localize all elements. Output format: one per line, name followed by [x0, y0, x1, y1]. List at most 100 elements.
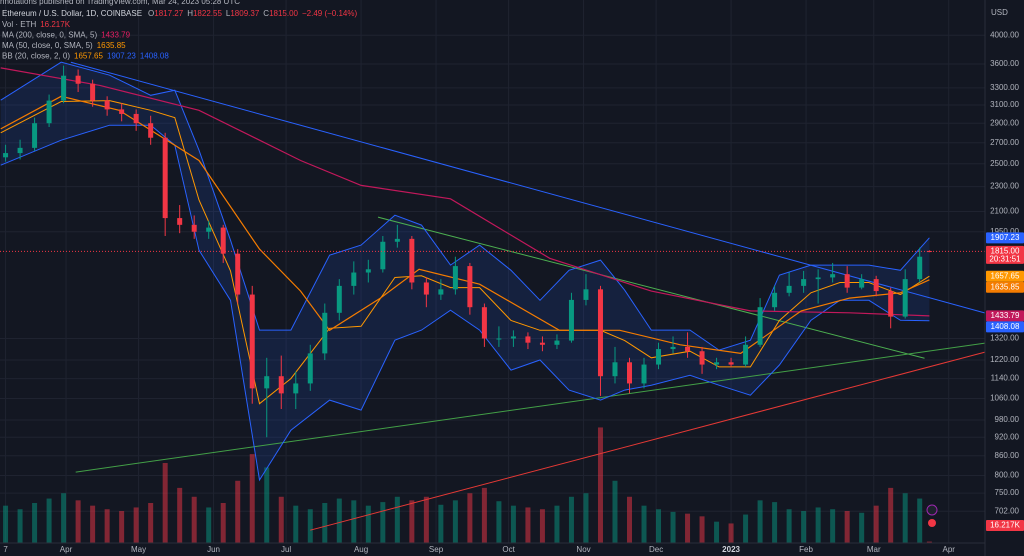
candle-body	[365, 269, 371, 273]
candle-body	[815, 277, 821, 280]
price-box	[986, 270, 1024, 282]
candle-body	[3, 153, 9, 158]
candle-body	[873, 279, 879, 292]
x-tick-label: 7	[3, 545, 8, 554]
candle-body	[699, 351, 705, 365]
candle-body	[844, 274, 850, 288]
candle-body	[801, 279, 807, 286]
event-icon[interactable]	[926, 504, 938, 516]
x-tick-label: Sep	[429, 545, 444, 554]
candle-body	[307, 353, 313, 384]
x-tick-label: 2023	[722, 545, 740, 554]
volume-bar	[641, 505, 647, 543]
candle-body	[148, 123, 154, 138]
y-tick-label: 3100.00	[990, 100, 1019, 109]
indicator-name: MA (200, close, 0, SMA, 5)	[2, 31, 97, 40]
volume-bar	[873, 505, 879, 543]
volume-bar	[206, 507, 212, 543]
volume-bar	[844, 511, 850, 543]
x-tick-label: Jun	[207, 545, 220, 554]
candle-body	[568, 299, 574, 341]
candle-body	[583, 289, 589, 300]
volume-bar	[481, 487, 487, 543]
candle-body	[293, 383, 299, 394]
y-tick-label: 2100.00	[990, 207, 1019, 216]
candle-body	[278, 376, 284, 394]
x-tick-label: Aug	[354, 545, 368, 554]
candle-body	[191, 224, 197, 232]
y-tick-label: 2500.00	[990, 159, 1019, 168]
ohlc-key: H	[187, 9, 193, 18]
candle-body	[481, 307, 487, 339]
volume-bar	[409, 500, 415, 543]
indicator-name: Vol · ETH	[2, 20, 36, 29]
volume-bar	[423, 496, 429, 543]
y-tick-label: 2900.00	[990, 118, 1019, 127]
volume-bar	[902, 493, 908, 543]
volume-bar	[46, 498, 52, 543]
x-tick-label: Apr	[60, 545, 73, 554]
candle-body	[786, 285, 792, 293]
volume-bar	[119, 511, 125, 543]
x-tick-label: Jul	[281, 545, 291, 554]
candle-body	[336, 285, 342, 313]
candle-body	[859, 279, 865, 288]
candle-body	[467, 266, 473, 308]
y-tick-label: 1220.00	[990, 355, 1019, 364]
trendline	[310, 351, 986, 531]
candle-body	[743, 344, 749, 365]
volume-bar	[32, 503, 38, 543]
volume-bar	[17, 509, 23, 543]
candle-body	[772, 292, 778, 308]
indicator-name: BB (20, close, 2, 0)	[2, 52, 70, 61]
y-tick-label: 4000.00	[990, 30, 1019, 39]
volume-bar	[380, 502, 386, 543]
volume-bar	[728, 523, 734, 543]
volume-bar	[467, 493, 473, 543]
candle-body	[235, 253, 241, 295]
indicator-value: 1408.08	[140, 52, 169, 61]
volume-bar	[3, 505, 9, 543]
candle-body	[452, 266, 458, 290]
volume-bar	[351, 500, 357, 543]
volume-bar	[830, 509, 836, 543]
candle-body	[249, 294, 255, 389]
ohlc-value: 1815.00	[269, 9, 298, 18]
volume-bar	[510, 505, 516, 543]
symbol: Ethereum / U.S. Dollar, 1D, COINBASE	[2, 9, 142, 18]
ohlc-key: O	[148, 9, 154, 18]
volume-bar	[496, 501, 502, 543]
price-box	[986, 310, 1024, 322]
candle-body	[525, 336, 531, 343]
volume-bar	[714, 521, 720, 543]
moving-average	[0, 95, 930, 355]
candle-body	[496, 338, 502, 340]
candle-body	[728, 362, 734, 365]
volume-bar	[539, 509, 545, 543]
volume-bar	[612, 480, 618, 543]
price-box-label: 1408.08	[991, 322, 1020, 331]
volume-bar	[452, 500, 458, 543]
volume-bar	[772, 502, 778, 543]
ohlc-value: 1822.55	[193, 9, 222, 18]
candle-body	[61, 75, 67, 101]
candle-body	[133, 113, 139, 124]
flag-icon[interactable]	[928, 519, 936, 527]
volume-bar	[264, 467, 270, 543]
candle-body	[394, 238, 400, 242]
bb-fill	[0, 62, 930, 480]
y-tick-label: 3300.00	[990, 83, 1019, 92]
indicator-legend: MA (50, close, 0, SMA, 5) 1635.85	[2, 41, 126, 50]
volume-bar	[322, 503, 328, 543]
candle-body	[830, 274, 836, 278]
candle-body	[264, 376, 270, 389]
candle-body	[119, 109, 125, 114]
y-tick-label: 1950.00	[990, 227, 1019, 236]
candle-body	[351, 272, 357, 286]
currency-label: USD	[991, 8, 1008, 17]
x-tick-label: Mar	[867, 545, 881, 554]
candle-body	[926, 251, 932, 253]
price-box-label: 1815.00	[991, 246, 1020, 255]
price-box	[986, 245, 1024, 264]
